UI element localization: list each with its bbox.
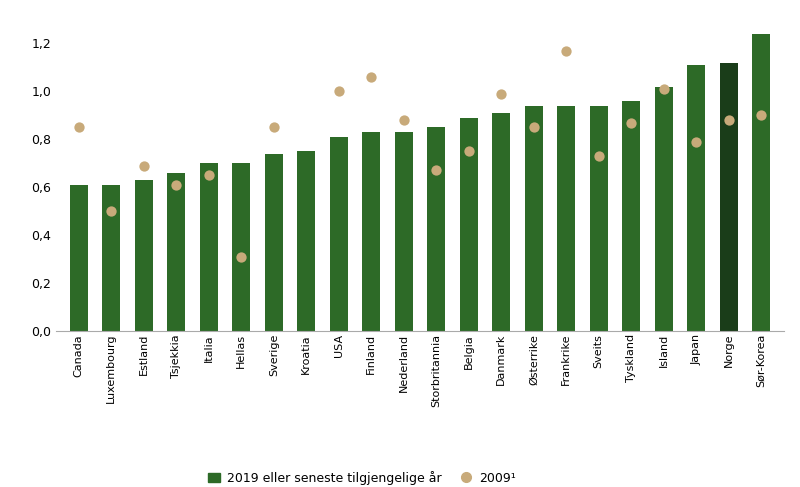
Point bbox=[592, 152, 605, 160]
Point bbox=[690, 138, 702, 146]
Bar bbox=[720, 62, 738, 331]
Bar bbox=[102, 185, 120, 331]
Point bbox=[72, 123, 85, 131]
Bar bbox=[298, 151, 315, 331]
Point bbox=[658, 85, 670, 93]
Bar bbox=[590, 106, 608, 331]
Point bbox=[560, 47, 573, 55]
Bar bbox=[752, 34, 770, 331]
Bar bbox=[200, 163, 218, 331]
Point bbox=[755, 112, 768, 119]
Bar bbox=[492, 113, 510, 331]
Bar bbox=[232, 163, 250, 331]
Point bbox=[332, 88, 345, 95]
Bar bbox=[655, 87, 673, 331]
Point bbox=[138, 162, 150, 169]
Bar bbox=[265, 154, 282, 331]
Bar bbox=[70, 185, 88, 331]
Point bbox=[430, 167, 442, 174]
Bar bbox=[460, 118, 478, 331]
Point bbox=[462, 148, 475, 155]
Legend: 2019 eller seneste tilgjengelige år, 2009¹: 2019 eller seneste tilgjengelige år, 200… bbox=[203, 466, 521, 487]
Bar bbox=[395, 132, 413, 331]
Bar bbox=[330, 137, 348, 331]
Bar bbox=[427, 127, 445, 331]
Point bbox=[170, 181, 182, 189]
Point bbox=[625, 119, 638, 127]
Point bbox=[235, 253, 248, 261]
Bar bbox=[362, 132, 380, 331]
Point bbox=[527, 123, 540, 131]
Point bbox=[105, 207, 118, 215]
Point bbox=[202, 171, 215, 179]
Point bbox=[722, 116, 735, 124]
Point bbox=[365, 73, 378, 81]
Point bbox=[495, 90, 508, 97]
Bar bbox=[167, 173, 185, 331]
Point bbox=[267, 123, 280, 131]
Bar bbox=[135, 180, 153, 331]
Point bbox=[398, 116, 410, 124]
Bar bbox=[525, 106, 542, 331]
Bar bbox=[622, 101, 640, 331]
Bar bbox=[558, 106, 575, 331]
Bar bbox=[687, 65, 705, 331]
